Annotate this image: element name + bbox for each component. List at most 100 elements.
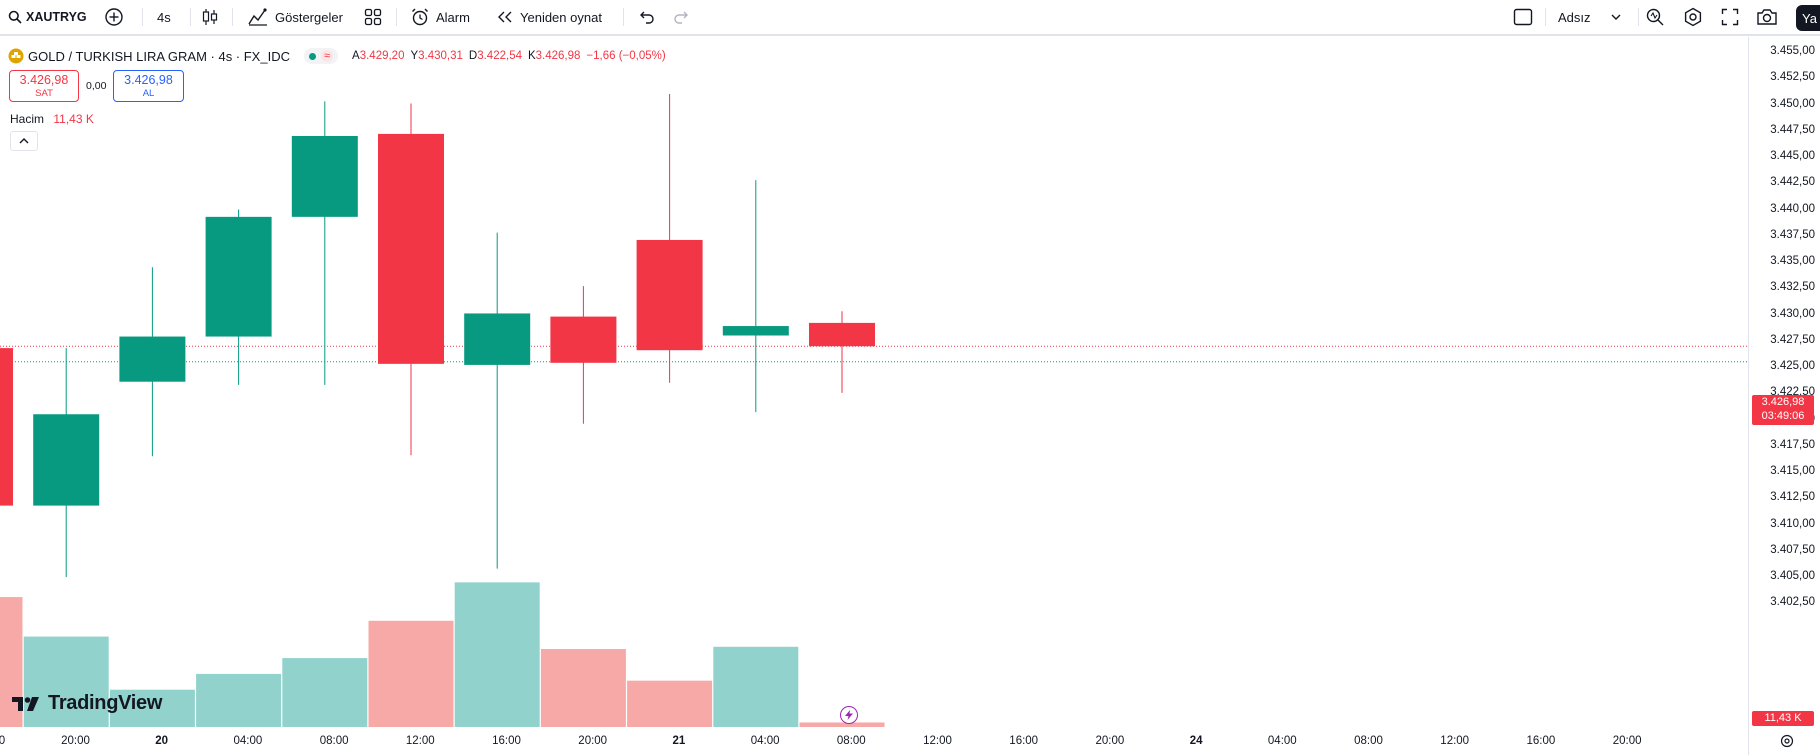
time-tick-label: 08:00 (1354, 735, 1383, 747)
candle-body[interactable] (722, 326, 789, 336)
snapshot-button[interactable] (1756, 0, 1778, 34)
price-tick-label: 3.412,50 (1770, 491, 1815, 504)
interval-button[interactable]: 4s (157, 0, 171, 34)
volume-bar (454, 582, 540, 727)
price-tick-label: 3.432,50 (1770, 281, 1815, 294)
redo-button[interactable] (673, 0, 691, 34)
zoom-search-icon (1645, 7, 1665, 27)
volume-bar (23, 636, 109, 727)
candle-body[interactable] (33, 414, 100, 506)
price-tick-label: 3.442,50 (1770, 176, 1815, 189)
buy-price: 3.426,98 (124, 73, 173, 87)
price-tick-label: 3.427,50 (1770, 333, 1815, 346)
time-tick-label: 20:00 (1612, 735, 1642, 747)
candle-body[interactable] (378, 133, 444, 364)
add-circle-icon (104, 7, 124, 27)
time-tick-label: 24 (1189, 735, 1203, 747)
volume-bar (540, 649, 626, 727)
candle-body[interactable] (0, 348, 13, 506)
quick-search-button[interactable] (1645, 0, 1665, 34)
toolbar-divider (190, 8, 191, 26)
volume-bar (368, 620, 454, 727)
tradingview-logo[interactable]: TradingView (12, 692, 162, 715)
compare-symbol-button[interactable] (104, 0, 124, 34)
layout-menu-button[interactable] (1610, 0, 1622, 34)
candle-body[interactable] (550, 316, 617, 363)
chart-pane[interactable] (0, 37, 1748, 727)
symbol-search-button[interactable]: XAUTRYG (8, 0, 87, 34)
indicators-button[interactable]: Göstergeler (247, 0, 343, 34)
ohlc-low: D3.422,54 (468, 50, 522, 62)
chart-type-button[interactable] (201, 0, 219, 34)
gear-icon (1683, 7, 1703, 27)
time-tick-label: 12:00 (923, 735, 952, 747)
price-tick-label: 3.410,00 (1770, 517, 1815, 530)
time-tick-label: 04:00 (233, 735, 263, 747)
candle-body[interactable] (205, 216, 272, 337)
toolbar-divider (623, 8, 624, 26)
time-tick-label: 0 (0, 735, 6, 747)
spread-value: 0,00 (86, 80, 107, 92)
wave-icon: ≈ (320, 50, 334, 62)
layout-toggle-button[interactable] (1513, 0, 1533, 34)
save-label: Ya (1802, 10, 1817, 26)
symbol-title: GOLD / TURKISH LIRA GRAM · 4s · FX_IDC (28, 48, 290, 64)
volume-bar (282, 658, 368, 727)
sell-button[interactable]: 3.426,98 SAT (9, 70, 79, 102)
toolbar-divider (396, 8, 397, 26)
event-marker[interactable] (840, 706, 858, 724)
price-scale[interactable]: 3.455,00 3.452,50 3.450,00 3.447,50 3.445,00… (1748, 37, 1820, 727)
save-button[interactable]: Ya (1796, 5, 1820, 31)
chevron-up-icon (18, 137, 30, 145)
candle-body[interactable] (291, 136, 358, 217)
toolbar-divider (142, 8, 143, 26)
replay-label: Yeniden oynat (520, 9, 602, 25)
layout-name-button[interactable]: Adsız (1558, 0, 1591, 34)
price-tick-label: 3.415,00 (1770, 465, 1815, 477)
alarm-clock-icon (410, 7, 430, 27)
ohlc-close: K3.426,98 (527, 50, 581, 62)
top-toolbar: XAUTRYG 4s Göstergeler Alarm Yeniden oyn… (0, 0, 1820, 36)
undo-button[interactable] (637, 0, 655, 34)
price-tick-label: 3.435,00 (1770, 255, 1815, 267)
alarm-label: Alarm (436, 9, 470, 25)
alarm-button[interactable]: Alarm (410, 0, 470, 34)
time-tick-label: 16:00 (1526, 735, 1556, 747)
layouts-button[interactable] (364, 0, 382, 34)
volume-bar (196, 673, 282, 727)
candle-body[interactable] (464, 313, 531, 365)
indicators-label: Göstergeler (275, 9, 343, 25)
rewind-icon (496, 10, 514, 24)
time-tick-label: 08:00 (319, 735, 349, 747)
time-tick-label: 20:00 (578, 735, 608, 747)
candle-body[interactable] (636, 239, 703, 351)
scale-settings-corner[interactable] (1748, 727, 1820, 755)
redo-icon (673, 9, 691, 25)
settings-button[interactable] (1683, 0, 1703, 34)
fullscreen-button[interactable] (1721, 0, 1739, 34)
lightning-icon (845, 710, 853, 720)
time-tick-label: 04:00 (750, 735, 780, 747)
candle-body[interactable] (809, 322, 875, 347)
market-status-badge[interactable]: ≈ (303, 48, 339, 64)
price-tick-label: 3.417,50 (1770, 438, 1815, 451)
interval-label: 4s (157, 9, 171, 25)
fullscreen-icon (1721, 8, 1739, 26)
volume-bar (0, 597, 23, 727)
price-tick-label: 3.440,00 (1770, 202, 1815, 215)
volume-bar (109, 689, 195, 727)
collapse-legend-button[interactable] (10, 131, 38, 151)
time-tick-label: 12:00 (405, 735, 435, 747)
time-scale[interactable]: 0 20:00 20 04:00 08:00 12:00 16:00 20:00 21 04:00… (0, 727, 1748, 755)
replay-button[interactable]: Yeniden oynat (496, 0, 602, 34)
volume-legend[interactable]: Hacim 11,43 K (10, 112, 94, 126)
candle-body[interactable] (119, 336, 186, 382)
ohlc-high: Y3.430,31 (410, 50, 463, 62)
price-tick-label: 3.450,00 (1770, 97, 1815, 110)
buy-button[interactable]: 3.426,98 AL (113, 70, 184, 102)
grid-icon (364, 8, 382, 26)
price-tick-label: 3.452,50 (1770, 71, 1815, 84)
market-open-dot (308, 52, 316, 60)
camera-icon (1756, 8, 1778, 26)
toolbar-divider (232, 8, 233, 26)
